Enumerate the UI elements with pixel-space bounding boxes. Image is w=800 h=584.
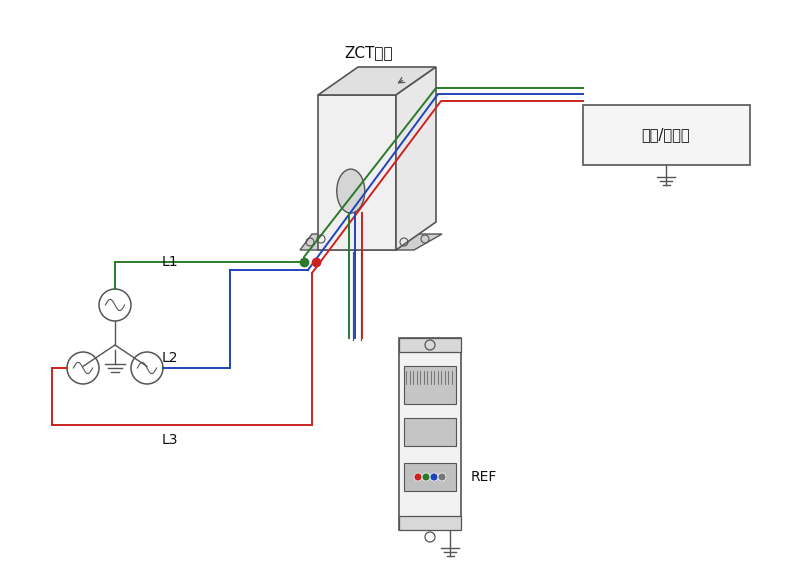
FancyBboxPatch shape	[399, 338, 461, 530]
Text: 设备/逆变器: 设备/逆变器	[642, 127, 690, 142]
Text: REF: REF	[471, 470, 498, 484]
Text: ZCT模块: ZCT模块	[345, 46, 394, 61]
FancyBboxPatch shape	[399, 516, 461, 530]
Circle shape	[422, 473, 430, 481]
Ellipse shape	[337, 169, 365, 213]
Polygon shape	[318, 67, 436, 95]
Circle shape	[430, 473, 438, 481]
Polygon shape	[300, 234, 442, 250]
FancyBboxPatch shape	[404, 366, 456, 404]
FancyBboxPatch shape	[404, 463, 456, 491]
Text: L1: L1	[162, 255, 178, 269]
Text: L3: L3	[162, 433, 178, 447]
Polygon shape	[396, 67, 436, 250]
FancyBboxPatch shape	[583, 105, 750, 165]
FancyBboxPatch shape	[399, 338, 461, 352]
FancyBboxPatch shape	[404, 418, 456, 446]
Polygon shape	[318, 95, 396, 250]
Circle shape	[414, 473, 422, 481]
Text: L2: L2	[162, 351, 178, 365]
Circle shape	[438, 473, 446, 481]
